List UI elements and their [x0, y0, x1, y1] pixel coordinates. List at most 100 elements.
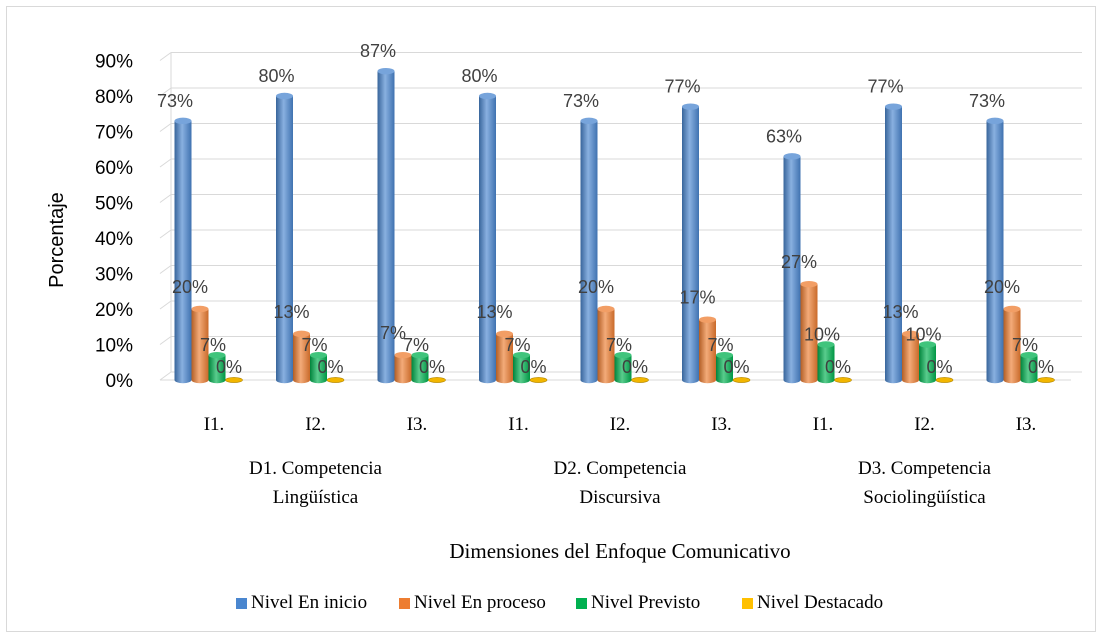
data-label: 0%	[520, 357, 546, 377]
data-label: 20%	[578, 277, 614, 297]
bar	[935, 377, 954, 383]
data-label: 80%	[461, 66, 497, 86]
bar	[479, 92, 496, 384]
gridline-side	[159, 265, 172, 274]
bar	[174, 117, 192, 384]
data-label: 7%	[1012, 335, 1038, 355]
data-label: 87%	[360, 41, 396, 61]
legend-swatch	[399, 598, 410, 609]
bar	[326, 377, 345, 383]
y-tick-label: 10%	[95, 336, 133, 357]
data-label: 20%	[984, 277, 1020, 297]
data-label: 0%	[216, 357, 242, 377]
bar	[986, 117, 1004, 384]
data-label: 7%	[380, 323, 406, 343]
y-tick-label: 20%	[95, 300, 133, 321]
data-label: 10%	[905, 325, 941, 345]
bar	[597, 305, 615, 384]
x-tick-label: I1.	[204, 414, 225, 435]
data-label: 13%	[273, 302, 309, 322]
bar	[513, 351, 530, 384]
gridline-side	[159, 158, 172, 168]
data-label: 7%	[504, 335, 530, 355]
bar	[580, 117, 598, 384]
data-label: 77%	[867, 77, 903, 97]
x-axis-title: Dimensiones del Enfoque Comunicativo	[449, 539, 790, 563]
data-label: 0%	[622, 357, 648, 377]
data-label: 77%	[664, 77, 700, 97]
data-label: 0%	[1028, 357, 1054, 377]
y-tick-label: 70%	[95, 123, 133, 144]
data-label: 0%	[723, 357, 749, 377]
bar	[411, 351, 429, 384]
data-label: 17%	[679, 288, 715, 308]
legend-item: Nivel En proceso	[399, 592, 546, 613]
bar	[293, 330, 310, 384]
data-label: 7%	[606, 335, 632, 355]
bar	[1037, 377, 1055, 383]
data-label: 0%	[419, 357, 445, 377]
bar	[394, 351, 412, 384]
y-tick-label: 0%	[106, 371, 134, 392]
x-tick-label: I2.	[305, 414, 326, 435]
bar	[902, 330, 919, 384]
gridline-side	[159, 371, 172, 381]
legend-label: Nivel En inicio	[251, 592, 367, 613]
bar	[919, 341, 936, 384]
gridline-side	[159, 300, 172, 310]
bar	[699, 316, 716, 384]
data-label: 7%	[301, 335, 327, 355]
data-label: 13%	[882, 302, 918, 322]
bar	[428, 377, 446, 383]
legend-item: Nivel Destacado	[742, 592, 883, 613]
group-label: Discursiva	[579, 487, 661, 508]
data-label: 73%	[969, 91, 1005, 111]
data-label: 7%	[707, 335, 733, 355]
gridline-side	[159, 87, 172, 97]
group-label: Lingüística	[273, 487, 359, 508]
bar	[783, 153, 801, 384]
y-tick-label: 40%	[95, 229, 133, 250]
gridline-side	[159, 123, 172, 132]
y-tick-label: 90%	[95, 52, 133, 73]
gridline-side	[159, 336, 172, 345]
gridline-side	[159, 52, 172, 61]
bar	[529, 377, 548, 383]
legend-label: Nivel Destacado	[757, 592, 883, 613]
legend-item: Nivel En inicio	[236, 592, 367, 613]
bar	[310, 351, 327, 384]
legend-label: Nivel Previsto	[591, 592, 700, 613]
data-label: 27%	[781, 252, 817, 272]
x-tick-label: I2.	[610, 414, 631, 435]
y-tick-label: 50%	[95, 194, 133, 215]
bar	[377, 67, 395, 384]
legend-item: Nivel Previsto	[576, 592, 700, 613]
group-label: D3. Competencia	[858, 458, 992, 479]
data-label: 20%	[172, 277, 208, 297]
bar	[732, 377, 751, 383]
bar	[1003, 305, 1021, 384]
bar	[716, 351, 733, 384]
legend-swatch	[742, 598, 753, 609]
x-tick-label: I3.	[711, 414, 732, 435]
bar	[800, 280, 818, 384]
bar	[682, 103, 699, 384]
group-label: D2. Competencia	[554, 458, 688, 479]
bar	[191, 305, 209, 384]
y-axis-title: Porcentaje	[46, 192, 68, 288]
x-tick-label: I3.	[407, 414, 428, 435]
data-label: 0%	[317, 357, 343, 377]
data-label: 80%	[258, 66, 294, 86]
data-label: 10%	[804, 325, 840, 345]
data-label: 0%	[926, 357, 952, 377]
data-label: 13%	[476, 302, 512, 322]
x-tick-label: I1.	[508, 414, 529, 435]
bar	[885, 103, 902, 384]
bar	[1020, 351, 1038, 384]
data-label: 0%	[825, 357, 851, 377]
data-label: 73%	[563, 91, 599, 111]
data-label: 7%	[403, 335, 429, 355]
bar	[208, 351, 226, 384]
data-label: 63%	[766, 126, 802, 146]
